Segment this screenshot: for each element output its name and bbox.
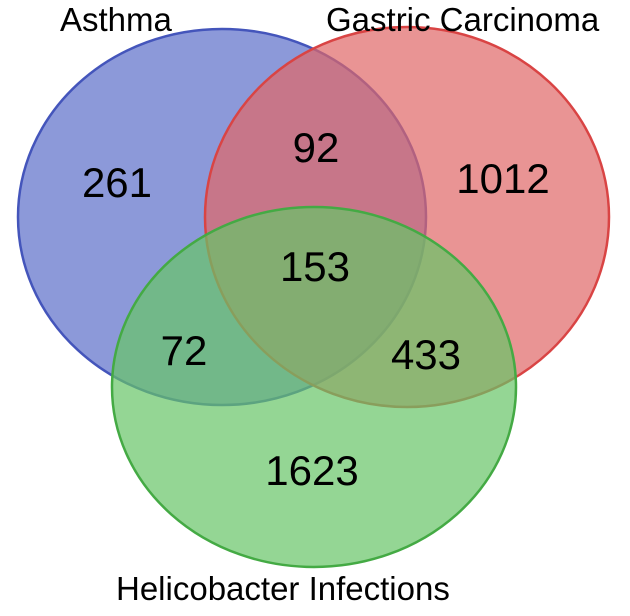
- count-gastric-only: 1012: [456, 155, 549, 202]
- count-asthma-gastric: 92: [293, 124, 340, 171]
- gastric-carcinoma-label: Gastric Carcinoma: [326, 1, 600, 38]
- count-gastric-helicobacter: 433: [391, 331, 461, 378]
- count-all-three: 153: [280, 243, 350, 290]
- count-helicobacter-only: 1623: [265, 447, 358, 494]
- count-asthma-helicobacter: 72: [161, 327, 208, 374]
- helicobacter-circle: [110, 205, 518, 569]
- count-asthma-only: 261: [82, 159, 152, 206]
- asthma-label: Asthma: [60, 1, 173, 38]
- helicobacter-infections-label: Helicobacter Infections: [116, 570, 450, 607]
